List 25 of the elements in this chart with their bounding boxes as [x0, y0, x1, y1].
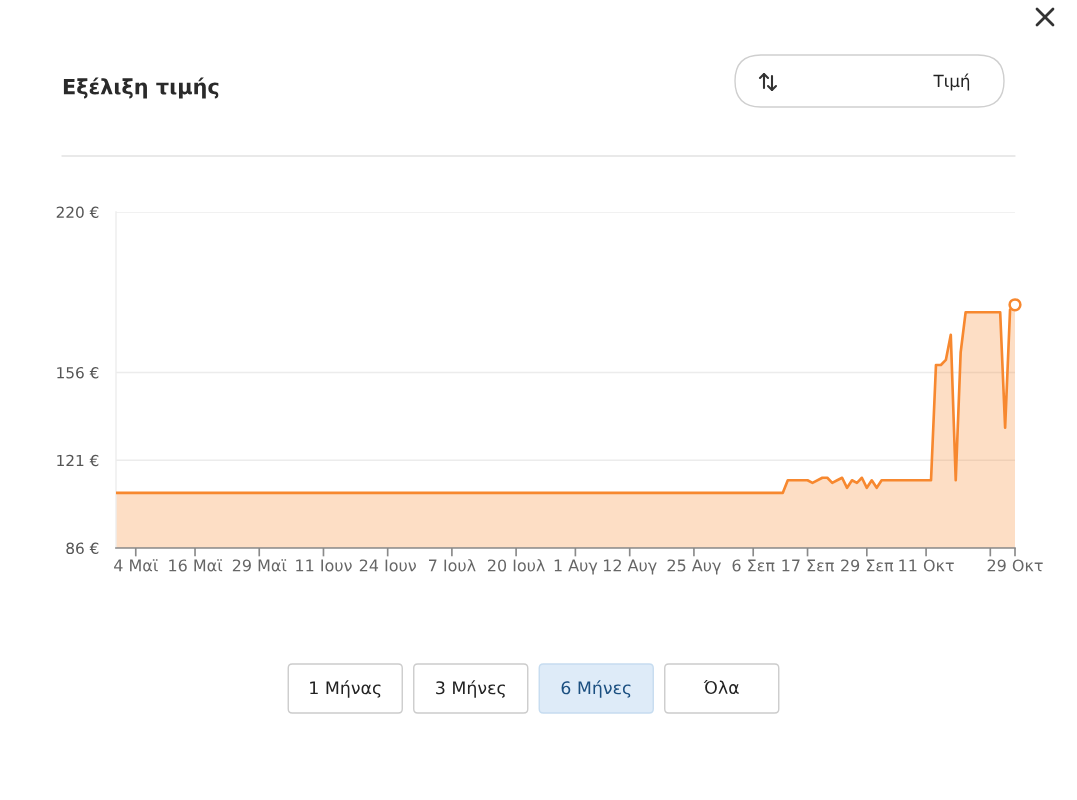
text: Όλα	[703, 679, 739, 695]
text: 6 Μήνες	[561, 680, 631, 698]
y-tick-label: 121 €	[57, 454, 99, 467]
chart-title: Εξέλιξη τιμής	[63, 77, 219, 99]
x-tick-label: 11 Οκτ	[899, 559, 954, 572]
x-tick-label: 24 Ιουν	[359, 559, 416, 572]
x-tick-label: 11 Ιουν	[296, 559, 352, 572]
y-tick-label: 86 €	[66, 542, 99, 555]
x-tick-label: 7 Ιουλ	[428, 559, 476, 572]
x-tick-label: 17 Σεπ	[782, 559, 834, 572]
x-tick-label: 20 Ιουλ	[487, 559, 545, 572]
text: 1 Μήνας	[310, 680, 381, 698]
y-tick-label: 156 €	[57, 366, 99, 379]
text: Τιμή	[933, 73, 970, 91]
y-tick-label: 220 €	[56, 206, 99, 219]
x-tick-label: 29 Σεπ	[841, 559, 894, 572]
x-tick-label: 29 Οκτ	[987, 559, 1043, 572]
x-tick-label: 25 Αυγ	[667, 559, 721, 575]
text: 3 Μήνες	[436, 680, 505, 698]
x-tick-label: 6 Σεπ	[732, 559, 775, 572]
x-tick-label: 12 Αυγ	[603, 559, 657, 575]
x-tick-label: 16 Μαϊ	[169, 559, 223, 572]
x-tick-label: 29 Μαϊ	[232, 559, 287, 572]
x-tick-label: 1 Αυγ	[554, 559, 598, 575]
x-tick-label: 4 Μαϊ	[114, 559, 158, 572]
